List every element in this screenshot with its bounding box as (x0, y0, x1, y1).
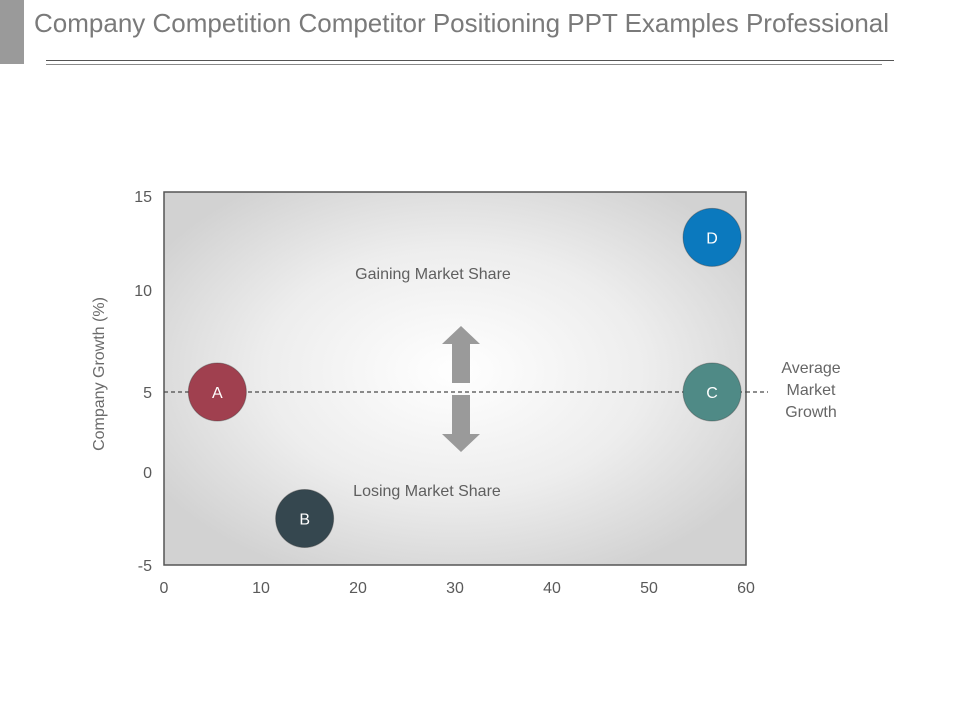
x-tick-label: 30 (446, 580, 464, 597)
title-accent-bar (0, 0, 24, 64)
y-tick-label: -5 (138, 558, 152, 575)
competitor-point-c (682, 362, 742, 422)
y-tick-label: 5 (143, 385, 152, 402)
competitor-label-b: B (299, 512, 310, 529)
x-tick-label: 0 (160, 580, 169, 597)
competitor-label-a: A (212, 385, 223, 402)
y-tick-label: 10 (134, 283, 152, 300)
average-growth-label: Growth (785, 404, 837, 421)
competitor-point-d (682, 207, 742, 267)
x-tick-label: 10 (252, 580, 270, 597)
up-arrow (442, 326, 480, 383)
y-tick-label: 0 (143, 465, 152, 482)
y-axis-label: Company Growth (%) (91, 297, 108, 451)
gaining-share-label: Gaining Market Share (355, 266, 511, 283)
x-tick-label: 20 (349, 580, 367, 597)
x-tick-label: 60 (737, 580, 755, 597)
competitor-point-a (187, 362, 247, 422)
x-tick-label: 50 (640, 580, 658, 597)
competitor-label-c: C (706, 385, 718, 402)
title-underline (46, 60, 894, 61)
competitor-label-d: D (706, 230, 718, 247)
page-title: Company Competition Competitor Positioni… (34, 8, 890, 38)
x-tick-label: 40 (543, 580, 561, 597)
average-growth-label: Market (787, 382, 836, 399)
losing-share-label: Losing Market Share (353, 483, 501, 500)
down-arrow (442, 395, 480, 452)
title-underline-secondary (46, 64, 882, 65)
y-tick-label: 15 (134, 189, 152, 206)
average-growth-label: Average (781, 360, 840, 377)
competitor-point-b (275, 489, 335, 548)
